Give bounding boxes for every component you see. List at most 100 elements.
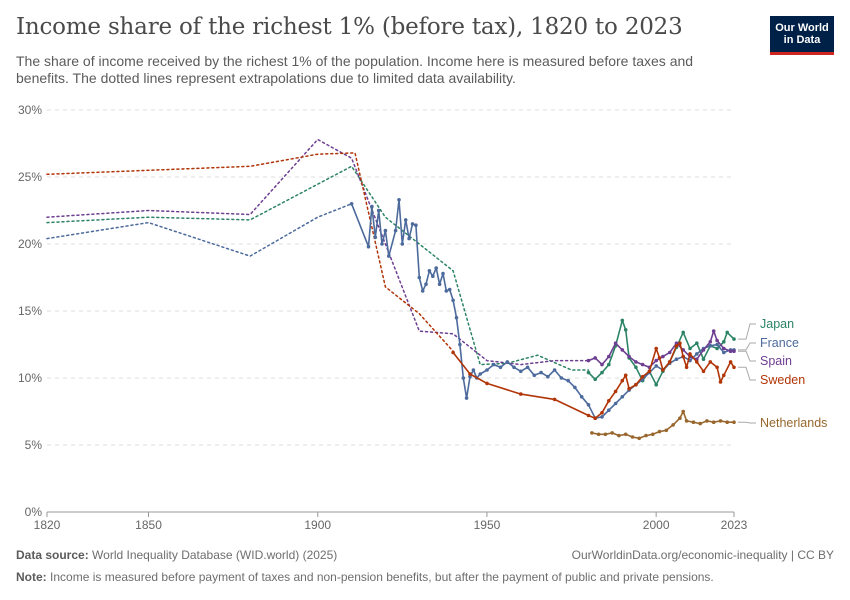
legend-label-japan: Japan <box>760 317 794 331</box>
data-point <box>552 368 557 372</box>
owid-logo[interactable]: Our World in Data <box>770 16 834 55</box>
data-point <box>478 372 483 376</box>
x-tick-label: 2000 <box>643 518 670 532</box>
data-point <box>722 346 726 351</box>
data-point <box>661 354 665 359</box>
data-point <box>579 395 584 399</box>
data-point <box>525 365 530 370</box>
data-point <box>607 362 611 367</box>
x-tick-label: 2023 <box>721 518 748 532</box>
data-point <box>451 350 455 355</box>
data-point <box>434 266 439 270</box>
data-point <box>512 365 516 370</box>
data-point <box>657 429 662 434</box>
data-point <box>437 282 442 287</box>
note-label: Note: <box>16 570 47 584</box>
legend-label-france: France <box>760 336 799 350</box>
data-point <box>695 341 699 346</box>
data-point <box>586 358 591 363</box>
data-point <box>471 368 476 372</box>
data-point <box>718 380 723 384</box>
data-point <box>586 370 591 375</box>
data-point <box>698 421 702 426</box>
y-tick-label: 25% <box>18 170 42 184</box>
data-point <box>613 389 618 394</box>
data-point <box>623 432 628 437</box>
data-point <box>708 340 713 344</box>
series-line-sweden <box>452 342 735 420</box>
x-tick-label: 1820 <box>34 518 61 532</box>
data-point <box>651 432 655 437</box>
data-point <box>634 382 638 387</box>
data-point <box>647 369 652 374</box>
data-point <box>732 420 736 425</box>
data-point <box>590 431 594 435</box>
data-point <box>671 423 675 427</box>
source-url-link[interactable]: OurWorldinData.org/economic-inequality |… <box>571 548 834 562</box>
data-point <box>464 396 469 400</box>
data-point <box>681 330 685 335</box>
source-text: World Inequality Database (WID.world) (2… <box>92 548 338 562</box>
data-point <box>654 346 658 351</box>
y-tick-label: 30% <box>18 103 42 117</box>
data-point <box>695 352 699 356</box>
data-point <box>387 254 391 258</box>
legend-connector <box>738 323 756 340</box>
data-point <box>400 242 405 246</box>
data-point <box>373 235 378 240</box>
data-point <box>349 202 354 206</box>
data-point <box>370 204 374 209</box>
note-line: Note: Income is measured before payment … <box>16 570 834 584</box>
data-point <box>715 365 719 370</box>
data-point <box>559 376 564 380</box>
data-point <box>627 386 631 391</box>
data-point <box>376 208 381 213</box>
data-point <box>505 360 510 364</box>
data-point <box>566 378 570 383</box>
data-point <box>593 377 597 382</box>
data-point <box>674 341 679 346</box>
data-point <box>573 385 577 390</box>
data-point <box>634 360 638 364</box>
data-point <box>607 408 611 413</box>
data-point <box>458 342 462 347</box>
data-point <box>732 365 736 370</box>
data-point <box>366 244 371 249</box>
x-tick-label: 1850 <box>135 518 162 532</box>
data-point <box>674 357 679 362</box>
logo-line-1: Our World <box>775 22 829 34</box>
data-point <box>596 432 601 437</box>
data-point <box>708 360 713 364</box>
data-point <box>678 416 682 421</box>
legend-connector <box>738 342 756 351</box>
data-point <box>661 368 665 372</box>
data-point <box>674 344 679 348</box>
data-point <box>725 330 729 335</box>
data-point <box>600 362 604 367</box>
data-point <box>586 413 591 418</box>
series-line-france <box>350 199 734 420</box>
x-tick-label: 1950 <box>474 518 501 532</box>
data-point <box>383 228 388 233</box>
data-point <box>539 370 543 375</box>
data-point <box>600 415 604 419</box>
data-point <box>688 346 692 351</box>
y-tick-label: 0% <box>25 505 43 519</box>
data-point <box>722 340 726 344</box>
data-point <box>701 369 706 374</box>
data-point <box>630 435 635 439</box>
data-point <box>617 433 621 438</box>
source-label: Data source: <box>16 548 89 562</box>
data-point <box>684 365 689 370</box>
data-point <box>593 416 597 421</box>
data-point <box>393 228 398 233</box>
data-point <box>620 348 625 352</box>
data-point <box>454 315 459 320</box>
data-point <box>657 356 662 360</box>
data-point <box>613 401 618 406</box>
data-point <box>701 348 706 352</box>
data-point <box>468 374 472 379</box>
data-point <box>654 382 658 387</box>
data-point <box>610 431 614 435</box>
data-point <box>623 373 628 378</box>
